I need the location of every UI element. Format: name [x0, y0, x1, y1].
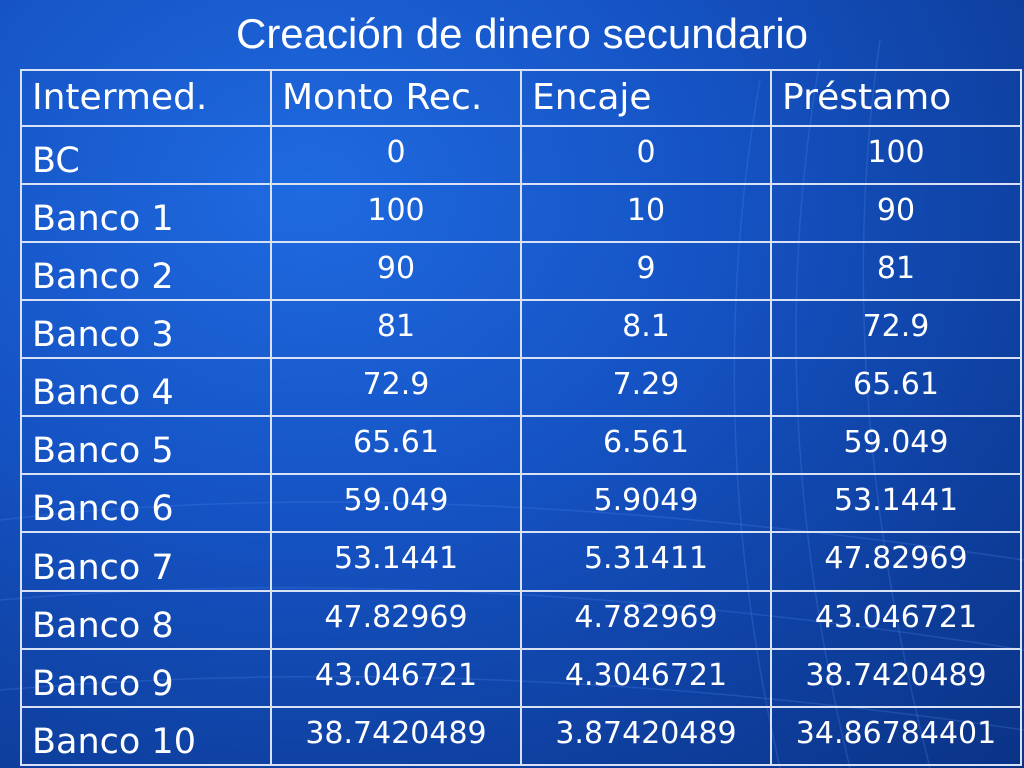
loan-cell: 65.61: [770, 357, 1022, 418]
slide-title: Creación de dinero secundario: [235, 10, 809, 57]
table-row: Banco 1 100 10 90: [20, 182, 1022, 243]
reserve-cell: 8.1: [520, 298, 772, 360]
header-amount-received: Monto Rec.: [270, 69, 522, 127]
loan-cell: 43.046721: [770, 589, 1022, 650]
loan-cell: 34.86784401: [770, 705, 1022, 767]
table-row: Banco 8 47.82969 4.782969 43.046721: [20, 589, 1022, 650]
loan-cell: 90: [770, 182, 1022, 243]
table-row: Banco 2 90 9 81: [20, 240, 1022, 301]
intermediary-cell: Banco 9: [20, 647, 272, 708]
intermediary-cell: BC: [20, 124, 272, 185]
amount-received-cell: 100: [270, 182, 522, 243]
intermediary-cell: Banco 3: [20, 298, 272, 360]
reserve-cell: 9: [520, 240, 772, 301]
table-row: Banco 6 59.049 5.9049 53.1441: [20, 473, 1022, 534]
loan-cell: 47.82969: [770, 531, 1022, 592]
loan-cell: 38.7420489: [770, 647, 1022, 708]
amount-received-cell: 47.82969: [270, 589, 522, 650]
intermediary-cell: Banco 8: [20, 589, 272, 650]
loan-cell: 100: [770, 124, 1022, 185]
intermediary-cell: Banco 7: [20, 531, 272, 592]
table-row: Banco 5 65.61 6.561 59.049: [20, 415, 1022, 476]
table-row: Banco 9 43.046721 4.3046721 38.7420489: [20, 647, 1022, 708]
amount-received-cell: 90: [270, 240, 522, 301]
amount-received-cell: 43.046721: [270, 647, 522, 708]
amount-received-cell: 53.1441: [270, 531, 522, 592]
amount-received-cell: 59.049: [270, 473, 522, 534]
intermediary-cell: Banco 6: [20, 473, 272, 534]
loan-cell: 53.1441: [770, 473, 1022, 534]
reserve-cell: 0: [520, 124, 772, 185]
loan-cell: 81: [770, 240, 1022, 301]
loan-cell: 72.9: [770, 298, 1022, 360]
amount-received-cell: 0: [270, 124, 522, 185]
table-header-row: Intermed. Monto Rec. Encaje Préstamo: [20, 69, 1022, 127]
reserve-cell: 10: [520, 182, 772, 243]
reserve-cell: 5.31411: [520, 531, 772, 592]
reserve-cell: 4.3046721: [520, 647, 772, 708]
loan-cell: 59.049: [770, 415, 1022, 476]
header-intermediary: Intermed.: [20, 69, 272, 127]
reserve-cell: 3.87420489: [520, 705, 772, 767]
intermediary-cell: Banco 1: [20, 182, 272, 243]
reserve-cell: 6.561: [520, 415, 772, 476]
reserve-cell: 4.782969: [520, 589, 772, 650]
amount-received-cell: 81: [270, 298, 522, 360]
header-reserve: Encaje: [520, 69, 772, 127]
table-row: Banco 7 53.1441 5.31411 47.82969: [20, 531, 1022, 592]
amount-received-cell: 65.61: [270, 415, 522, 476]
intermediary-cell: Banco 4: [20, 357, 272, 418]
header-loan: Préstamo: [770, 69, 1022, 127]
table-row: Banco 3 81 8.1 72.9: [20, 298, 1022, 360]
money-creation-table: Intermed. Monto Rec. Encaje Préstamo BC 0…: [20, 69, 1022, 767]
amount-received-cell: 72.9: [270, 357, 522, 418]
table-row: Banco 10 38.7420489 3.87420489 34.86784401: [20, 705, 1022, 767]
intermediary-cell: Banco 5: [20, 415, 272, 476]
table-row: BC 0 0 100: [20, 124, 1022, 185]
table-row: Banco 4 72.9 7.29 65.61: [20, 357, 1022, 418]
reserve-cell: 7.29: [520, 357, 772, 418]
intermediary-cell: Banco 10: [20, 705, 272, 767]
intermediary-cell: Banco 2: [20, 240, 272, 301]
amount-received-cell: 38.7420489: [270, 705, 522, 767]
reserve-cell: 5.9049: [520, 473, 772, 534]
